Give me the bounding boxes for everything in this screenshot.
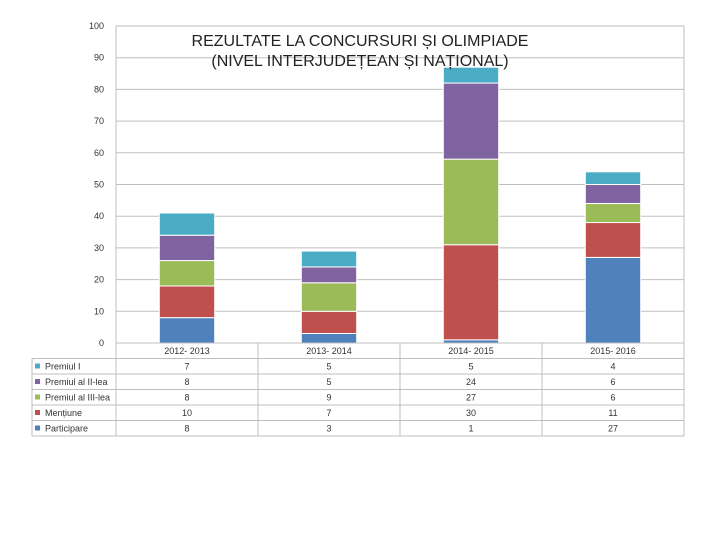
data-label: 7	[326, 408, 331, 418]
bar-segment	[442, 82, 500, 160]
legend-key	[35, 363, 40, 369]
bar-segment	[584, 256, 642, 344]
bars	[158, 66, 642, 344]
category-label: 2014- 2015	[448, 346, 494, 356]
data-label: 5	[468, 362, 473, 372]
data-label: 27	[466, 393, 476, 403]
data-label: 8	[184, 377, 189, 387]
data-label: 27	[608, 424, 618, 434]
data-label: 24	[466, 377, 476, 387]
bar-segment	[584, 203, 642, 224]
bar-segment	[442, 158, 500, 246]
data-label: 6	[610, 393, 615, 403]
legend-key	[35, 425, 40, 431]
legend-key	[35, 379, 40, 384]
y-tick-label: 20	[94, 275, 104, 285]
y-tick-label: 100	[89, 21, 104, 31]
y-tick-label: 90	[94, 53, 104, 63]
bar-segment	[158, 285, 216, 319]
data-label: 8	[184, 424, 189, 434]
y-axis: 0 10 20 30 40 50 60 70 80 90 100	[89, 21, 104, 348]
data-label: 3	[326, 424, 331, 434]
chart-title: REZULTATE LA CONCURSURI ȘI OLIMPIADE	[192, 33, 529, 50]
data-table: 2012- 2013 2013- 2014 2014- 2015 2015- 2016…	[31, 342, 685, 437]
data-label: 30	[466, 408, 476, 418]
data-label: 5	[326, 377, 331, 387]
bar-segment	[300, 310, 358, 334]
data-label: 1	[468, 424, 473, 434]
y-tick-label: 70	[94, 116, 104, 126]
y-tick-label: 60	[94, 148, 104, 158]
bar-segment	[158, 260, 216, 287]
legend-label: Mențiune	[45, 408, 82, 418]
y-tick-label: 50	[94, 180, 104, 190]
bar-segment	[584, 171, 642, 186]
data-label: 9	[326, 393, 331, 403]
data-label: 4	[610, 362, 615, 372]
y-tick-label: 30	[94, 243, 104, 253]
bar-segment	[442, 244, 500, 341]
legend-label: Premiul I	[45, 362, 81, 372]
y-tick-label: 10	[94, 306, 104, 316]
bar-segment	[300, 282, 358, 312]
bar-segment	[158, 317, 216, 344]
data-label: 7	[184, 362, 189, 372]
y-tick-label: 0	[99, 338, 104, 348]
bar-segment	[584, 222, 642, 258]
legend-key	[35, 410, 40, 415]
bar-segment	[300, 332, 358, 344]
legend-key	[35, 394, 40, 400]
category-label: 2013- 2014	[306, 346, 352, 356]
category-label: 2012- 2013	[164, 346, 210, 356]
data-label: 11	[608, 408, 617, 418]
data-label: 5	[326, 362, 331, 372]
bar-segment	[300, 250, 358, 268]
bar-segment	[584, 184, 642, 205]
bar-segment	[442, 66, 500, 84]
legend-label: Premiul al III-lea	[45, 393, 110, 403]
chart-subtitle: (NIVEL INTERJUDEȚEAN ȘI NAȚIONAL)	[211, 53, 508, 70]
data-label: 6	[610, 377, 615, 387]
category-label: 2015- 2016	[590, 346, 636, 356]
bar-segment	[158, 234, 216, 262]
bar-segment	[300, 266, 358, 284]
data-label: 8	[184, 393, 189, 403]
legend-label: Premiul al II-lea	[45, 377, 108, 387]
legend-label: Participare	[45, 424, 88, 434]
y-tick-label: 40	[94, 211, 104, 221]
y-tick-label: 80	[94, 84, 104, 94]
bar-segment	[158, 212, 216, 236]
data-label: 10	[182, 408, 192, 418]
